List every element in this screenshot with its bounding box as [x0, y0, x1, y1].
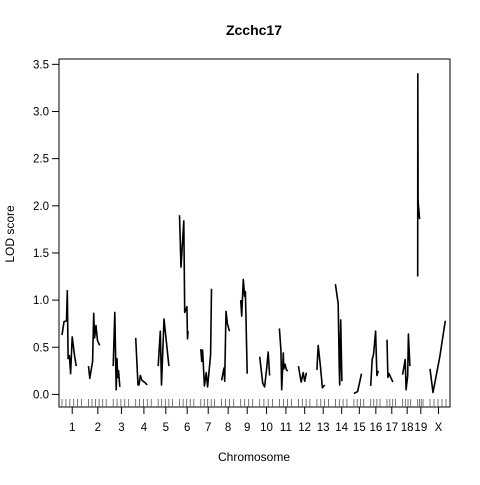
- y-tick-label: 2.0: [33, 201, 49, 213]
- x-tick-label: 15: [353, 422, 366, 434]
- marker-rug: [61, 399, 447, 407]
- x-tick-label: 1: [69, 422, 75, 434]
- lod-curve-chr-2: [87, 312, 101, 380]
- lod-curve-chr-9: [239, 278, 248, 374]
- x-tick-label: 10: [260, 422, 273, 434]
- lod-curve-chr-7: [200, 288, 213, 388]
- lod-curve-chr-15: [353, 373, 363, 395]
- x-tick-label: 17: [385, 422, 398, 434]
- lod-curve-chr-18: [401, 333, 411, 391]
- lod-curve-chr-10: [258, 351, 271, 388]
- x-tick-label: 4: [141, 422, 148, 434]
- x-tick-label: 7: [205, 422, 211, 434]
- x-tick-label: 12: [298, 422, 311, 434]
- y-tick-label: 1.5: [33, 248, 49, 260]
- y-tick-label: 3.0: [33, 107, 49, 119]
- lod-curve-chr-13: [316, 344, 326, 389]
- lod-curve-chr-8: [220, 310, 231, 383]
- lod-curve-chr-4: [134, 337, 148, 386]
- x-axis-title: Chromosome: [218, 450, 290, 464]
- y-tick-label: 2.5: [33, 154, 49, 166]
- x-tick-label: X: [435, 422, 443, 434]
- y-axis: 0.0 0.5 1.0 1.5 2.0 2.5 3.0 3.5: [33, 59, 60, 401]
- lod-curve-chr-1: [61, 289, 78, 375]
- x-tick-label: 9: [244, 422, 250, 434]
- y-tick-label: 0.5: [33, 342, 49, 354]
- x-tick-label: 16: [369, 422, 382, 434]
- x-tick-label: 13: [317, 422, 330, 434]
- y-tick-label: 0.0: [33, 389, 49, 401]
- x-tick-label: 11: [280, 422, 292, 434]
- x-axis: 1 2 3 4 5 6 7 8 9 10 11 12 13 14 15 16 17 18 19 X: [69, 407, 443, 434]
- lod-curve-chr-19: [416, 73, 421, 277]
- lod-curve-chr-6: [178, 215, 189, 340]
- lod-curve-chr-X: [429, 320, 447, 394]
- lod-curve-chr-5: [157, 318, 170, 386]
- x-tick-label: 19: [414, 422, 427, 434]
- lod-curve-chr-16: [369, 330, 380, 386]
- lod-curve-chr-11: [278, 328, 289, 391]
- x-tick-label: 3: [118, 422, 124, 434]
- lod-curve-chr-12: [297, 365, 308, 383]
- y-tick-label: 3.5: [33, 59, 49, 71]
- x-tick-label: 6: [184, 422, 190, 434]
- lod-curve-chr-3: [112, 311, 121, 391]
- x-tick-label: 2: [95, 422, 101, 434]
- chart-title: Zcchc17: [226, 22, 282, 38]
- y-axis-title: LOD score: [3, 205, 17, 263]
- x-tick-label: 8: [225, 422, 231, 434]
- lod-curves: [61, 73, 447, 395]
- x-tick-label: 5: [163, 422, 169, 434]
- lod-curve-chr-17: [386, 339, 394, 383]
- x-tick-label: 14: [335, 422, 348, 434]
- lod-curve-chr-14: [334, 283, 343, 386]
- x-tick-label: 18: [401, 422, 414, 434]
- y-tick-label: 1.0: [33, 295, 49, 307]
